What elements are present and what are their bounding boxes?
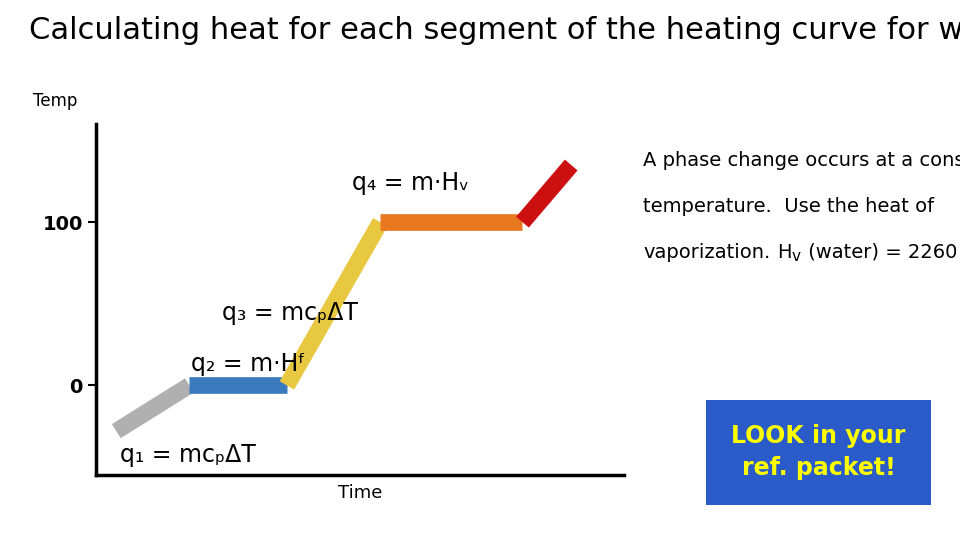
Text: Temp: Temp bbox=[33, 92, 77, 110]
Text: (water) = 2260 J/g: (water) = 2260 J/g bbox=[802, 243, 960, 262]
X-axis label: Time: Time bbox=[338, 483, 382, 502]
Text: A phase change occurs at a constant: A phase change occurs at a constant bbox=[643, 151, 960, 170]
Text: LOOK in your
ref. packet!: LOOK in your ref. packet! bbox=[732, 424, 905, 480]
Text: q₂ = m·Hᶠ: q₂ = m·Hᶠ bbox=[191, 352, 306, 376]
Text: vaporization.: vaporization. bbox=[643, 243, 771, 262]
Text: Calculating heat for each segment of the heating curve for water.: Calculating heat for each segment of the… bbox=[29, 16, 960, 45]
Text: H: H bbox=[778, 243, 792, 262]
Text: q₁ = mcₚΔT: q₁ = mcₚΔT bbox=[120, 443, 256, 467]
Text: v: v bbox=[792, 249, 801, 265]
Text: q₃ = mcₚΔT: q₃ = mcₚΔT bbox=[222, 301, 358, 325]
Text: temperature.  Use the heat of: temperature. Use the heat of bbox=[643, 197, 934, 216]
Text: q₄ = m·Hᵥ: q₄ = m·Hᵥ bbox=[352, 171, 469, 194]
